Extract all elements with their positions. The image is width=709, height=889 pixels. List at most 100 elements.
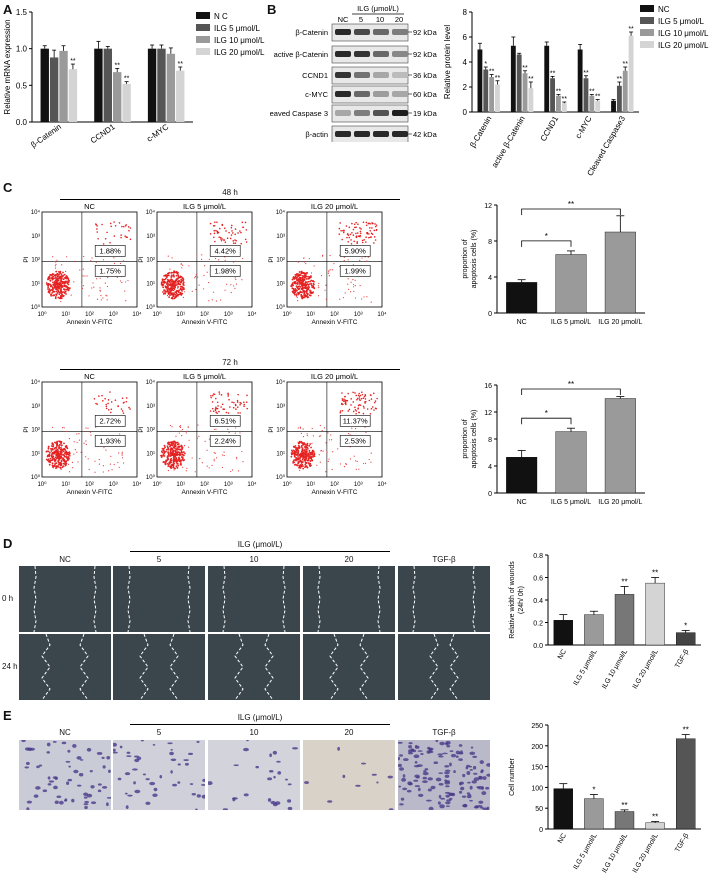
wb-protein-label: β-Catenin	[295, 28, 328, 37]
wound-image	[303, 634, 395, 700]
flow-condition-label: ILG 5 μmol/L	[183, 202, 226, 211]
wb-lane-20: 20	[395, 15, 403, 24]
flow-y-tick: 10³	[276, 234, 285, 240]
wb-lane-10: 10	[376, 15, 384, 24]
legend-label: N C	[214, 12, 228, 21]
x-tick-label: CCND1	[539, 114, 561, 143]
flow-percent-upper: 2.72%	[100, 416, 122, 425]
bar	[528, 88, 534, 112]
wound-image-bg	[208, 634, 300, 700]
flow-percent-upper: 4.42%	[215, 246, 237, 255]
transwell-condition-label: 20	[344, 728, 354, 737]
significance-mark: **	[178, 61, 184, 68]
transwell-image-bg	[303, 740, 395, 810]
x-tick-label: ILG 5 μmol/L	[551, 319, 591, 326]
x-tick-label: ILG 5 μmol/L	[572, 832, 598, 870]
flow-y-tick: 10⁴	[276, 209, 286, 216]
wb-band	[354, 29, 370, 35]
bar	[147, 48, 157, 122]
panel-label-e: E	[3, 708, 12, 723]
wb-band	[354, 51, 370, 57]
wound-edge-right	[169, 634, 179, 700]
panel-label-b: B	[267, 2, 277, 17]
bar	[495, 84, 500, 112]
bar	[94, 48, 103, 122]
flow-y-tick: 10³	[31, 404, 40, 410]
flow-y-label: PI	[138, 256, 145, 262]
y-tick-label: 0.0	[533, 643, 543, 650]
panel-label-d: D	[3, 536, 13, 551]
flow-y-label: PI	[23, 256, 30, 262]
flow-plot-frame	[156, 211, 253, 308]
bar	[103, 48, 112, 122]
wb-band	[335, 131, 351, 137]
legend-swatch	[196, 36, 210, 43]
wound-edge-left	[41, 634, 51, 700]
flow-x-tick: 10¹	[61, 482, 70, 488]
bar	[556, 95, 561, 112]
flow-y-tick: 10⁴	[146, 209, 156, 216]
flow-time-header: 48 h	[222, 188, 238, 197]
transwell-image	[303, 740, 395, 810]
wound-image	[303, 566, 395, 632]
flow-header-line	[60, 199, 400, 200]
wound-image-bg	[398, 566, 490, 632]
flow-percent-lower: 1.75%	[100, 266, 122, 275]
wound-edge-right	[264, 634, 274, 700]
y-tick-label: 1.0	[16, 45, 28, 54]
flow-percent-box	[339, 435, 371, 447]
wound-header: ILG (μmol/L)	[237, 540, 283, 549]
chart-d-wound-width: 0.0 0.2 0.4 0.6 0.8 Relative width of wounds(…	[509, 553, 701, 690]
x-tick-label: ILG 20 μmol/L	[632, 832, 660, 874]
wb-protein-label: Cleaved Caspase 3	[270, 109, 328, 118]
flow-y-tick: 10⁰	[276, 474, 286, 481]
flow-y-tick: 10⁰	[146, 474, 156, 481]
flow-x-tick: 10¹	[306, 482, 315, 488]
flow-percent-lower: 2.24%	[215, 436, 237, 445]
transwell-header-line	[130, 724, 390, 725]
bar	[59, 50, 68, 122]
flow-percent-box	[339, 415, 371, 427]
wound-image	[19, 566, 111, 632]
bar	[589, 95, 595, 112]
flow-x-tick: 10⁴	[247, 481, 257, 488]
bar	[166, 53, 176, 122]
wound-edge-left	[429, 634, 439, 700]
y-tick-label: 2	[463, 83, 468, 92]
x-tick-label: NC	[557, 649, 568, 661]
flow-y-tick: 10³	[146, 234, 155, 240]
wound-image-bg	[19, 634, 111, 700]
x-tick-label: active β-Catenin	[490, 115, 527, 170]
x-tick-label: TGF-β	[674, 649, 690, 670]
wb-kda-label: 92 kDa	[413, 28, 438, 37]
flow-percent-box	[209, 245, 241, 257]
flow-x-tick: 10⁰	[37, 311, 47, 318]
wound-condition-label: NC	[59, 555, 71, 564]
flow-x-tick: 10⁰	[282, 311, 292, 318]
panel-label-a: A	[3, 2, 13, 17]
wound-condition-label: 10	[249, 555, 259, 564]
wound-image-bg	[303, 634, 395, 700]
transwell-image	[113, 740, 205, 810]
significance-bracket	[521, 388, 621, 395]
wound-edge-right	[93, 566, 97, 632]
bar	[522, 73, 528, 112]
flow-percent-upper: 11.37%	[343, 416, 368, 425]
transwell-image-bg	[208, 740, 300, 810]
significance-mark: **	[522, 65, 528, 72]
y-tick-label: 0.0	[16, 118, 28, 127]
flow-x-tick: 10¹	[176, 312, 185, 318]
flow-percent-upper: 6.51%	[215, 416, 237, 425]
wound-image	[208, 634, 300, 700]
flow-x-tick: 10¹	[61, 312, 70, 318]
wound-image	[19, 634, 111, 700]
wb-band	[335, 91, 351, 97]
wb-kda-label: 60 kDa	[413, 90, 438, 99]
significance-mark: *	[684, 621, 687, 630]
wound-edge-right	[187, 566, 191, 632]
flow-y-tick: 10²	[276, 258, 285, 264]
